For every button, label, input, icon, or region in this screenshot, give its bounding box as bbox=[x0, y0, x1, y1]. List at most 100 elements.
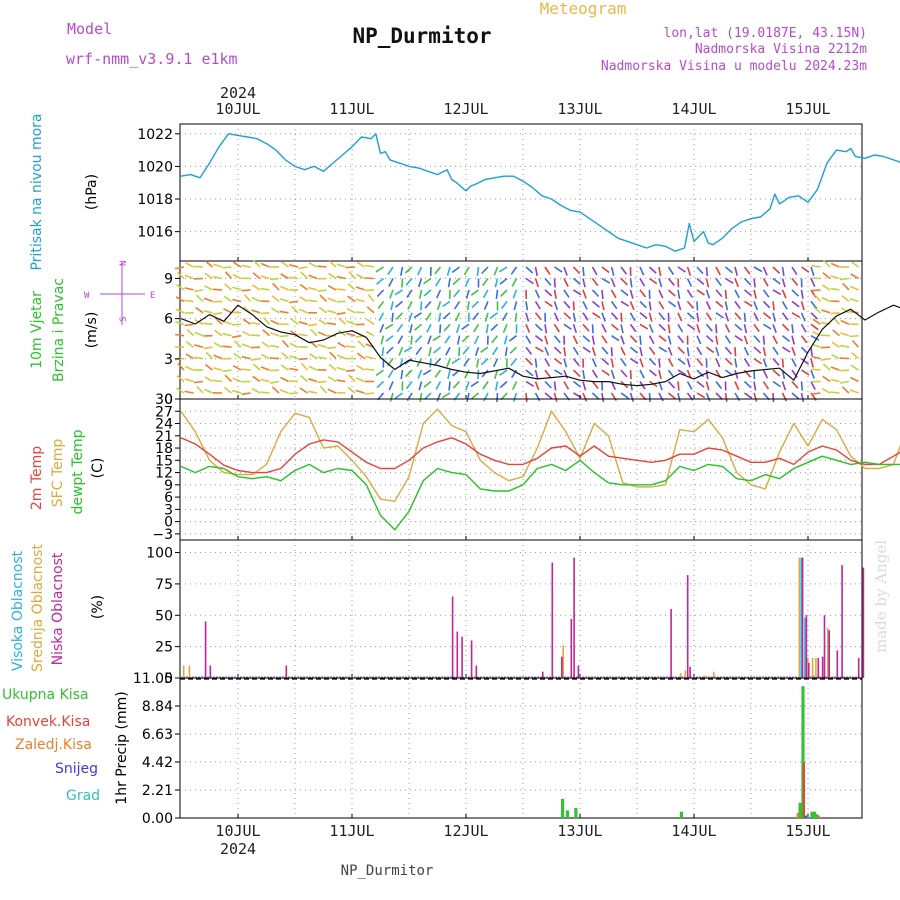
wind-arrow bbox=[535, 346, 544, 353]
wind-arrow bbox=[553, 335, 561, 344]
pressure-marks bbox=[180, 133, 900, 252]
cloud-low-bar bbox=[542, 671, 544, 678]
y-tick-label: 12 bbox=[155, 466, 173, 482]
wind-arrow bbox=[318, 319, 327, 325]
wind-arrow bbox=[252, 375, 261, 383]
top-day-labels: 10JUL 11JUL 12JUL 13JUL 14JUL 15JUL bbox=[215, 100, 830, 118]
wind-arrow bbox=[213, 263, 223, 268]
wind-arrow bbox=[355, 298, 365, 303]
wind-arrow bbox=[261, 353, 270, 360]
wind-arrow bbox=[715, 312, 724, 319]
wind-arrow bbox=[464, 369, 470, 379]
cloud-low-bar bbox=[456, 631, 459, 678]
wind-arrow bbox=[446, 358, 451, 368]
wind-arrow bbox=[705, 369, 709, 380]
cloud-low-bar bbox=[551, 562, 554, 678]
wind-arrow bbox=[639, 300, 647, 309]
wind-arrow bbox=[346, 369, 356, 372]
wind-arrow bbox=[572, 369, 581, 377]
wind-arrow bbox=[620, 312, 623, 322]
wind-arrow bbox=[715, 381, 723, 390]
wind-arrow bbox=[269, 357, 280, 360]
wind-arrow bbox=[493, 266, 499, 276]
precip-frz-bar bbox=[796, 812, 799, 818]
wind-arrow bbox=[428, 347, 432, 357]
wind-arrow bbox=[327, 388, 337, 394]
wind-arrow bbox=[300, 362, 309, 371]
wind-arrow bbox=[365, 355, 375, 360]
wind-arrow bbox=[279, 285, 289, 291]
y-tick-label: 9 bbox=[164, 271, 173, 287]
wind-arrow bbox=[337, 342, 346, 348]
wind-arrow bbox=[414, 335, 423, 343]
wind-arrow bbox=[241, 289, 251, 292]
wind-arrow bbox=[423, 380, 432, 388]
wind-arrow bbox=[439, 324, 442, 334]
wind-arrow bbox=[495, 381, 499, 391]
wind-arrow bbox=[445, 346, 451, 356]
wind-arrow bbox=[483, 392, 489, 402]
wind-arrow bbox=[601, 369, 610, 376]
wind-arrow bbox=[262, 329, 271, 337]
wind-arrow bbox=[734, 323, 743, 331]
wind-arrow bbox=[668, 300, 677, 308]
wind-arrow bbox=[686, 300, 694, 309]
wind-arrow bbox=[453, 289, 461, 298]
wind-arrow bbox=[435, 381, 442, 390]
wind-arrow bbox=[753, 357, 762, 365]
wind-arrow bbox=[544, 277, 552, 286]
wind-arrow bbox=[592, 312, 601, 319]
wind-arrow bbox=[753, 346, 762, 354]
wind-arrow bbox=[554, 369, 563, 376]
wind-arrow bbox=[743, 380, 752, 389]
precip-total-bar bbox=[574, 807, 578, 818]
wind-arrow bbox=[610, 312, 619, 320]
wind-arrow bbox=[338, 317, 347, 325]
precip-total-bar bbox=[679, 811, 683, 818]
wind-arrow bbox=[378, 312, 385, 322]
y-tick-label: 24 bbox=[155, 417, 173, 433]
wind-arrow bbox=[222, 266, 232, 269]
wind-arrow bbox=[781, 312, 789, 321]
wind-arrow bbox=[184, 378, 194, 383]
wind-arrow bbox=[260, 378, 270, 383]
wind-arrow bbox=[582, 266, 585, 277]
cloud-mid-bar bbox=[827, 627, 829, 678]
wind-arrow bbox=[403, 346, 413, 353]
wind-arrow bbox=[380, 335, 385, 345]
wind-arrow bbox=[572, 324, 578, 334]
wind-arrow bbox=[696, 301, 699, 311]
wind-arrow bbox=[476, 358, 480, 368]
wind-arrow bbox=[409, 324, 413, 334]
wind-arrow bbox=[534, 323, 543, 332]
y-tick-label: 50 bbox=[155, 608, 173, 624]
wind-speed-line bbox=[180, 304, 900, 387]
wind-arrow bbox=[705, 278, 710, 288]
wind-arrow bbox=[510, 358, 518, 367]
wind-arrow bbox=[791, 392, 800, 400]
day-label-top: 14JUL bbox=[671, 100, 716, 118]
wind-arrow bbox=[425, 312, 432, 321]
precip-total-bar bbox=[798, 802, 802, 818]
wind-arrow bbox=[705, 289, 711, 299]
wind-arrow bbox=[839, 357, 850, 360]
wind-arrow bbox=[715, 335, 719, 345]
wind-arrow bbox=[743, 358, 751, 367]
precip-total-bar bbox=[810, 811, 814, 818]
cloud-low-bar bbox=[823, 615, 826, 678]
wind-arrow bbox=[388, 278, 394, 287]
wind-arrow bbox=[364, 289, 375, 292]
wind-arrow bbox=[203, 322, 213, 326]
wind-arrow bbox=[639, 278, 646, 287]
wind-arrow bbox=[563, 289, 570, 298]
wind-arrow bbox=[667, 346, 673, 356]
pressure-line bbox=[180, 133, 900, 252]
wind-arrow bbox=[348, 374, 356, 383]
wind-arrow bbox=[262, 317, 271, 325]
wind-arrow bbox=[466, 392, 470, 402]
cloud-low-label: Niska Oblacnost bbox=[50, 552, 66, 665]
wind-arrow bbox=[317, 343, 327, 348]
wind-arrow bbox=[648, 301, 652, 311]
wind-arrow bbox=[810, 300, 818, 309]
wind-arrow bbox=[434, 266, 442, 275]
